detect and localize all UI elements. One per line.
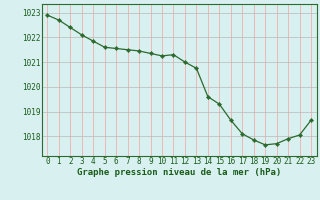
X-axis label: Graphe pression niveau de la mer (hPa): Graphe pression niveau de la mer (hPa): [77, 168, 281, 177]
